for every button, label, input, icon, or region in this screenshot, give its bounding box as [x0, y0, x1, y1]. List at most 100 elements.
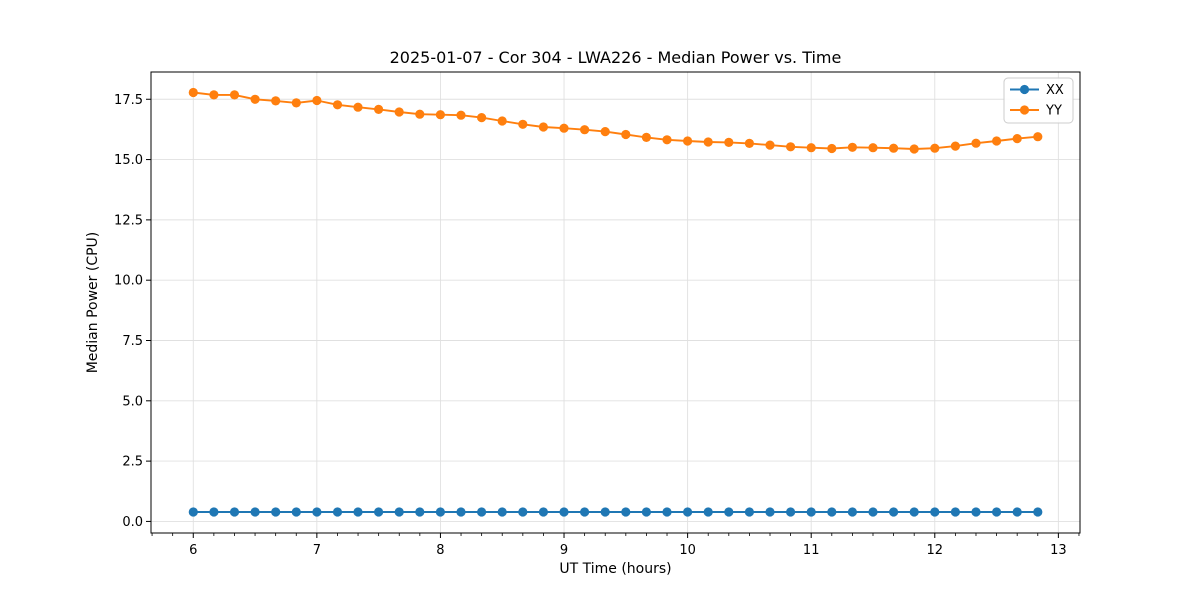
series-xx-marker [332, 507, 343, 517]
series-xx-marker [930, 507, 940, 517]
series-xx-marker [765, 507, 775, 517]
series-yy-marker [662, 135, 672, 145]
y-tick-label: 5.0 [122, 394, 143, 409]
x-tick-label: 11 [803, 543, 820, 558]
series-yy-marker [1012, 134, 1022, 144]
series-xx-marker [1033, 507, 1043, 517]
series-yy-marker [209, 90, 219, 100]
series-xx-marker [992, 507, 1002, 517]
series-yy-marker [971, 138, 981, 148]
series-yy-marker [374, 104, 384, 114]
series-xx-marker [950, 507, 961, 517]
series-yy-marker [188, 87, 198, 98]
series-yy-marker [1033, 132, 1043, 142]
series-xx-marker [703, 507, 713, 517]
series-yy-marker [765, 140, 775, 150]
series-yy-marker [806, 143, 816, 153]
y-tick-label: 15.0 [114, 153, 143, 168]
series-xx-marker [683, 507, 693, 517]
series-xx-marker [559, 507, 569, 517]
series-xx-marker [209, 507, 219, 517]
series-yy-marker [394, 107, 404, 117]
series-yy-marker [497, 116, 507, 126]
series-xx-marker [477, 507, 487, 517]
series-xx-marker [435, 507, 445, 517]
series-yy-marker [538, 122, 549, 132]
series-yy-marker [827, 143, 837, 154]
series-xx-marker [662, 507, 672, 517]
series-yy-marker [621, 129, 631, 140]
series-yy-marker [291, 98, 301, 108]
series-xx-marker [518, 507, 528, 517]
x-tick-label: 9 [560, 543, 568, 558]
series-xx-marker [806, 507, 816, 517]
legend-label: YY [1045, 104, 1062, 119]
series-xx-marker [580, 507, 590, 517]
y-axis-label: Median Power (CPU) [85, 232, 101, 374]
series-xx-marker [374, 507, 384, 517]
series-xx-marker [415, 507, 425, 517]
legend-item-xx: XX [1010, 83, 1064, 98]
series-xx-marker [250, 507, 260, 517]
series-yy-marker [312, 95, 322, 106]
series-xx-marker [600, 507, 610, 517]
legend-marker [1019, 84, 1030, 95]
chart-title: 2025-01-07 - Cor 304 - LWA226 - Median P… [390, 48, 842, 67]
x-tick-label: 8 [436, 543, 444, 558]
series-yy-marker [641, 132, 652, 142]
series-yy-marker [229, 90, 240, 100]
series-xx-marker [188, 507, 198, 517]
x-tick-label: 10 [679, 543, 696, 558]
series-yy-marker [559, 123, 569, 133]
series-xx-marker [971, 507, 981, 517]
series-xx-marker [229, 507, 240, 517]
series-xx-marker [538, 507, 549, 517]
y-tick-label: 12.5 [114, 213, 143, 228]
y-tick-label: 17.5 [114, 93, 143, 108]
series-xx-marker [271, 507, 281, 517]
series-layer [188, 87, 1043, 517]
series-xx-marker [868, 507, 878, 517]
plot-frame [150, 71, 1081, 534]
series-yy-marker [518, 119, 528, 129]
series-xx-marker [847, 507, 858, 517]
x-tick-label: 7 [313, 543, 321, 558]
series-xx-marker [456, 507, 466, 517]
legend-item-yy: YY [1010, 104, 1062, 119]
series-yy-marker [703, 137, 713, 147]
axes-layer: 6 7 8 9 10 11 12 13 0.0 2.5 5.0 7.5 10.0 12.5 15.0 17.5 [114, 71, 1081, 558]
series-yy-marker [435, 110, 445, 120]
series-xx-marker [827, 507, 837, 517]
series-xx-marker [497, 507, 507, 517]
series-yy-marker [909, 144, 919, 154]
series-xx-marker [889, 507, 899, 517]
series-yy-marker [889, 143, 899, 153]
y-tick-label: 2.5 [122, 455, 143, 470]
series-xx-marker [1012, 507, 1022, 517]
series-yy-marker [992, 136, 1002, 146]
series-xx-marker [786, 507, 796, 517]
series-yy-marker [456, 110, 466, 120]
series-xx-marker [394, 507, 404, 517]
series-xx-marker [641, 507, 652, 517]
series-xx-marker [744, 507, 755, 517]
series-yy-marker [271, 96, 281, 106]
x-axis-label: UT Time (hours) [559, 561, 671, 577]
series-yy-marker [786, 142, 796, 152]
legend-marker [1019, 105, 1030, 115]
series-xx-marker [291, 507, 301, 517]
series-yy-marker [415, 109, 425, 119]
series-yy-marker [744, 138, 755, 148]
series-yy-marker [250, 94, 260, 104]
x-tick-label: 12 [927, 543, 944, 558]
x-tick-label: 6 [189, 543, 197, 558]
series-yy-marker [847, 142, 858, 152]
series-yy-marker [332, 100, 343, 110]
legend: XX YY [1003, 77, 1074, 124]
series-xx-marker [621, 507, 631, 517]
series-yy-marker [477, 113, 487, 123]
series-yy-marker [580, 125, 590, 135]
legend-label: XX [1046, 83, 1064, 98]
series-xx-marker [724, 507, 734, 517]
